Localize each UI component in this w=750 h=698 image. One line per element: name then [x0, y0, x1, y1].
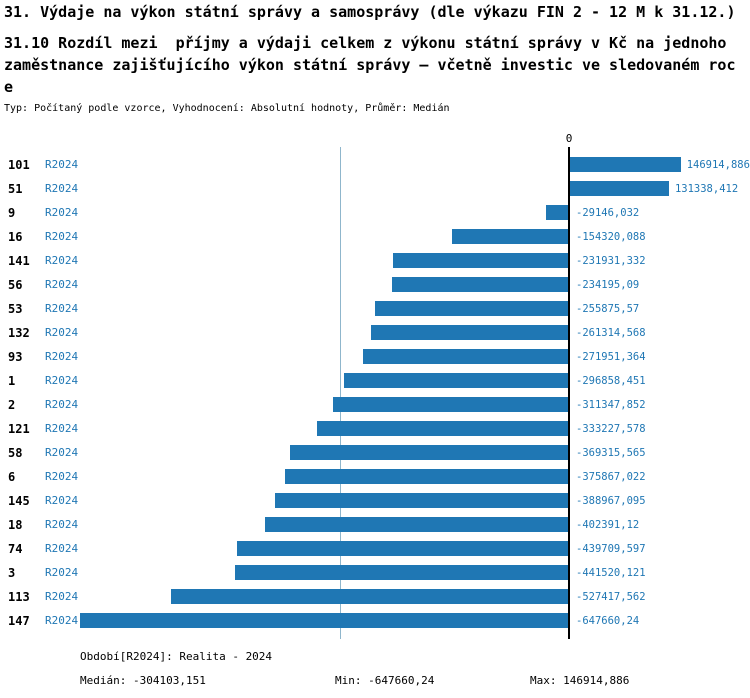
series-label: R2024 [45, 614, 79, 627]
value-label: -369315,565 [576, 447, 646, 459]
subtitle-line-3: e [4, 78, 14, 96]
series-label: R2024 [45, 182, 79, 195]
category-label: 113 [8, 590, 30, 604]
subtitle-line-2: zaměstnance zajišťujícího výkon státní s… [4, 56, 736, 74]
value-bar [80, 613, 568, 628]
series-label: R2024 [45, 254, 79, 267]
value-bar [570, 181, 669, 196]
zero-axis-tick-label: 0 [565, 132, 573, 145]
value-label: -375867,022 [576, 471, 646, 483]
series-label: R2024 [45, 158, 79, 171]
category-label: 16 [8, 230, 23, 244]
value-bar [344, 373, 568, 388]
chart-meta: Typ: Počítaný podle vzorce, Vyhodnocení:… [4, 103, 450, 114]
value-label: -388967,095 [576, 495, 646, 507]
footer-median: Medián: -304103,151 [80, 674, 206, 687]
series-label: R2024 [45, 206, 79, 219]
series-label: R2024 [45, 278, 79, 291]
category-label: 101 [8, 158, 30, 172]
category-label: 145 [8, 494, 30, 508]
value-label: -311347,852 [576, 399, 646, 411]
category-label: 9 [8, 206, 16, 220]
category-label: 93 [8, 350, 23, 364]
value-bar [546, 205, 568, 220]
category-label: 132 [8, 326, 30, 340]
category-label: 6 [8, 470, 16, 484]
zero-axis-line [568, 147, 570, 639]
report-title: 31. Výdaje na výkon státní správy a samo… [4, 3, 736, 21]
value-label: 146914,886 [686, 159, 750, 171]
category-label: 141 [8, 254, 30, 268]
value-bar [289, 445, 568, 460]
value-label: -255875,57 [576, 303, 640, 315]
indicator-subtitle: 31.10 Rozdíl mezi příjmy a výdaji celkem… [4, 32, 736, 98]
series-label: R2024 [45, 542, 79, 555]
value-label: -261314,568 [576, 327, 646, 339]
category-label: 58 [8, 446, 23, 460]
category-label: 3 [8, 566, 16, 580]
category-label: 56 [8, 278, 23, 292]
series-label: R2024 [45, 446, 79, 459]
value-bar [570, 157, 681, 172]
series-label: R2024 [45, 590, 79, 603]
series-label: R2024 [45, 230, 79, 243]
value-bar [274, 493, 568, 508]
category-label: 147 [8, 614, 30, 628]
series-label: R2024 [45, 350, 79, 363]
category-label: 1 [8, 374, 16, 388]
category-label: 51 [8, 182, 23, 196]
value-bar [363, 349, 568, 364]
value-label: -271951,364 [576, 351, 646, 363]
value-label: -439709,597 [576, 543, 646, 555]
series-label: R2024 [45, 302, 79, 315]
footer-max: Max: 146914,886 [530, 674, 630, 687]
bar-chart-plot-area: 101 R2024 146914,886 51 R2024 131338,412 9 R202… [0, 147, 750, 639]
value-label: -647660,24 [576, 615, 640, 627]
series-label: R2024 [45, 494, 79, 507]
series-label: R2024 [45, 470, 79, 483]
median-reference-line [339, 147, 341, 639]
value-label: -29146,032 [576, 207, 640, 219]
value-label: -441520,121 [576, 567, 646, 579]
value-bar [333, 397, 568, 412]
value-label: -333227,578 [576, 423, 646, 435]
value-label: 131338,412 [674, 183, 739, 195]
value-bar [371, 325, 568, 340]
category-label: 53 [8, 302, 23, 316]
footer-period: Období[R2024]: Realita - 2024 [80, 650, 273, 663]
footer-min: Min: -647660,24 [335, 674, 435, 687]
value-label: -154320,088 [576, 231, 646, 243]
value-bar [264, 517, 568, 532]
value-bar [235, 565, 568, 580]
category-label: 121 [8, 422, 30, 436]
value-bar [316, 421, 568, 436]
value-bar [393, 253, 568, 268]
value-bar [284, 469, 568, 484]
value-bar [375, 301, 568, 316]
subtitle-line-1: 31.10 Rozdíl mezi příjmy a výdaji celkem… [4, 34, 727, 52]
value-bar [170, 589, 568, 604]
value-label: -296858,451 [576, 375, 646, 387]
value-label: -234195,09 [576, 279, 640, 291]
value-bar [451, 229, 568, 244]
value-label: -231931,332 [576, 255, 646, 267]
series-label: R2024 [45, 422, 79, 435]
value-bar [391, 277, 568, 292]
category-label: 2 [8, 398, 16, 412]
category-label: 74 [8, 542, 23, 556]
category-label: 18 [8, 518, 23, 532]
value-label: -527417,562 [576, 591, 646, 603]
value-label: -402391,12 [576, 519, 640, 531]
series-label: R2024 [45, 566, 79, 579]
series-label: R2024 [45, 374, 79, 387]
value-bar [236, 541, 568, 556]
series-label: R2024 [45, 518, 79, 531]
series-label: R2024 [45, 326, 79, 339]
series-label: R2024 [45, 398, 79, 411]
